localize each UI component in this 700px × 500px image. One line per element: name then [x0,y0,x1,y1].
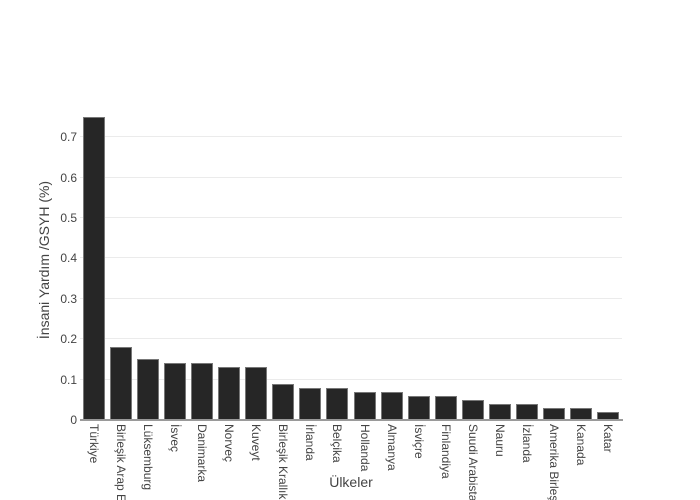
y-axis-tick-label: 0.4 [60,251,77,265]
x-axis-title: Ülkeler [329,474,373,490]
bar[interactable] [164,363,186,420]
y-axis-tick-label: 0.2 [60,332,77,346]
gridline [80,217,622,218]
x-axis-tick-label: Kanada [574,424,588,466]
x-axis-tick-label: İzlanda [520,424,534,463]
x-axis-tick-label: Birleşik Krallık [276,424,290,500]
bar[interactable] [191,363,213,420]
x-axis-tick-label: İsviçre [412,424,426,459]
x-axis-tick-label: Finlandiya [439,424,453,479]
y-axis-tick-label: 0.1 [60,373,77,387]
x-axis-tick-label: Hollanda [358,424,372,472]
plot-area[interactable] [80,100,622,420]
bar[interactable] [110,347,132,420]
x-axis-tick-label: İsveç [168,424,182,453]
bar[interactable] [543,408,565,420]
y-axis-tick-label: 0.3 [60,292,77,306]
gridline [80,298,622,299]
bar[interactable] [326,388,348,420]
bar[interactable] [245,367,267,420]
x-axis-tick-label: Birleşik Arap Emirlikleri [114,424,128,500]
gridline [80,136,622,137]
gridline [80,177,622,178]
x-axis-tick-label: Norveç [222,424,236,463]
x-axis-tick-label: Katar [601,424,615,453]
bar[interactable] [299,388,321,420]
bar[interactable] [272,384,294,420]
y-axis-tick-label: 0 [70,413,77,427]
bar[interactable] [462,400,484,420]
y-axis-tick-label: 0.6 [60,171,77,185]
x-axis-tick-label: Nauru [493,424,507,457]
x-axis-tick-label: Belçika [330,424,344,463]
bar[interactable] [516,404,538,420]
bar[interactable] [489,404,511,420]
bar[interactable] [408,396,430,420]
x-axis-tick-label: Kuveyt [249,424,263,461]
x-axis-line [80,419,623,421]
x-axis-tick-label: Danimarka [195,424,209,483]
bar[interactable] [435,396,457,420]
gridline [80,379,622,380]
bar[interactable] [218,367,240,420]
x-axis-tick-label: Almanya [385,424,399,471]
x-axis-tick-label: İrlanda [303,424,317,461]
y-axis-tick-label: 0.5 [60,211,77,225]
x-axis-tick-label: Türkiye [87,424,101,464]
bar[interactable] [137,359,159,420]
bar[interactable] [597,412,619,420]
y-axis-tick-label: 0.7 [60,130,77,144]
gridline [80,257,622,258]
x-axis-tick-label: Lüksemburg [141,424,155,491]
x-axis-tick-label: Amerika Birleşik Devletleri [547,424,561,500]
bar[interactable] [570,408,592,420]
bar[interactable] [83,117,105,420]
bar[interactable] [381,392,403,420]
x-axis-tick-label: Suudi Arabistan [466,424,480,500]
gridline [80,338,622,339]
bar[interactable] [354,392,376,420]
